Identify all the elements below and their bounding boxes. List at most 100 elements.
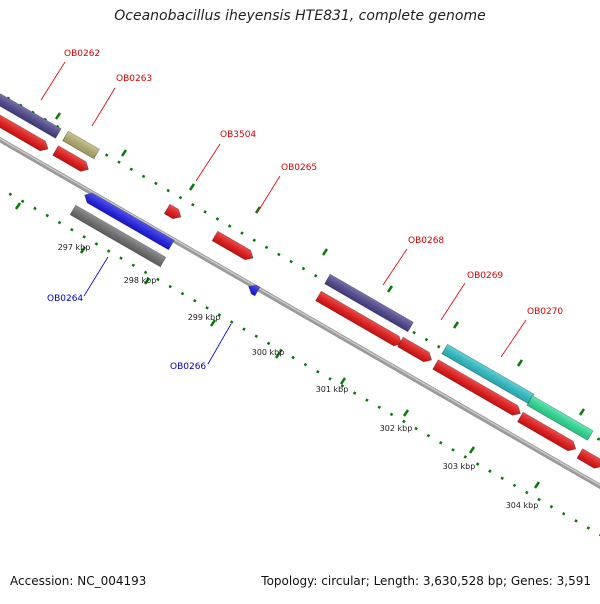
gene-label-leader — [207, 323, 232, 365]
position-tick-label: 303 kbp — [443, 462, 476, 471]
reverse-track-dot — [205, 306, 209, 310]
gene-ob0271 — [516, 411, 577, 452]
cog-bar-ob0264 — [69, 204, 167, 268]
gene-label[interactable]: OB0262 — [64, 49, 100, 59]
gene-ob0263 — [52, 145, 89, 172]
topology-label: Topology: — [261, 574, 318, 588]
reverse-track-dot — [488, 469, 492, 473]
forward-track-dot — [203, 210, 207, 214]
forward-track-dot — [178, 195, 183, 200]
gene-label-leader — [83, 256, 109, 297]
cog-bar-ob0263 — [62, 130, 100, 160]
reverse-track-dot — [463, 455, 468, 459]
gene-label[interactable]: OB0269 — [467, 271, 503, 281]
position-tick-label: 298 kbp — [124, 276, 157, 285]
reverse-track-tick — [79, 246, 87, 254]
reverse-track-dot — [242, 327, 246, 331]
reverse-track-dot — [70, 227, 74, 232]
forward-track-dot — [129, 167, 134, 172]
gene-label[interactable]: OB0265 — [281, 163, 317, 173]
genome-summary: Topology: circular; Length: 3,630,528 bp… — [261, 574, 591, 588]
position-tick-label: 297 kbp — [58, 243, 91, 252]
reverse-track-dot — [217, 313, 222, 317]
gene-label[interactable]: OB0266 — [170, 362, 206, 372]
reverse-track-dot — [352, 391, 357, 395]
forward-track-dot — [412, 330, 416, 335]
gene-label[interactable]: OB0270 — [527, 307, 563, 317]
reverse-track-dot — [561, 511, 566, 516]
reverse-track-dot — [229, 320, 234, 324]
reverse-track-tick — [274, 351, 282, 359]
gene-ob3504 — [163, 203, 182, 220]
cog-bar-ob0262 — [0, 93, 62, 139]
forward-track-dot — [191, 202, 195, 207]
reverse-track-dot — [20, 199, 25, 204]
reverse-track-dot — [82, 235, 86, 239]
reverse-track-dot — [315, 369, 320, 374]
reverse-track-dot — [512, 483, 517, 488]
gene-labels: OB0262 OB0263 OB3504 OB0265 OB0268 OB0269 OB02… — [40, 49, 563, 372]
reverse-track-dot — [8, 192, 13, 197]
gene-label[interactable]: OB0264 — [47, 294, 83, 304]
forward-track-dot — [166, 188, 170, 193]
position-tick-label: 301 kbp — [316, 385, 349, 394]
gene-ob0272 — [576, 448, 600, 469]
gene-ob0264 — [84, 192, 175, 251]
cog-bar-ob0268 — [324, 273, 414, 333]
reverse-track-dot — [33, 206, 37, 211]
gene-label[interactable]: OB3504 — [220, 130, 256, 140]
gene-label[interactable]: OB0268 — [408, 236, 444, 246]
gene-label-leader — [40, 61, 66, 101]
forward-track-dot — [117, 160, 121, 164]
reverse-track-dot — [365, 398, 369, 402]
position-tick-label: 299 kbp — [188, 313, 221, 322]
reverse-track-dot — [328, 377, 332, 381]
forward-track-dot — [252, 238, 257, 243]
forward-track-dot — [264, 245, 269, 250]
forward-track-dot — [141, 174, 146, 179]
forward-track-dot — [227, 224, 232, 228]
gene-label[interactable]: OB0263 — [116, 74, 152, 84]
reverse-track-dot — [180, 291, 185, 296]
position-tick-label: 300 kbp — [252, 348, 285, 357]
gene-features — [0, 93, 600, 469]
reverse-track-dot — [426, 433, 431, 438]
forward-track-tick — [452, 321, 460, 329]
backbone-layer — [0, 136, 600, 490]
topology-value: circular — [321, 574, 366, 588]
accession-label: Accession: — [10, 574, 74, 588]
cog-bar-ob0271 — [526, 395, 594, 441]
reverse-track-dot — [131, 263, 136, 268]
forward-track-dot — [436, 344, 441, 349]
reverse-track-dot — [537, 497, 541, 502]
forward-track-dot — [301, 266, 306, 271]
reverse-track-tick — [209, 319, 217, 327]
reverse-track-tick — [339, 377, 347, 385]
reverse-track-dot — [156, 277, 160, 282]
gene-ob0265 — [211, 230, 254, 261]
reverse-track-dot — [168, 284, 172, 289]
forward-track-dot — [215, 217, 220, 221]
reverse-track-dot — [451, 448, 455, 452]
gene-ob0262 — [0, 113, 49, 152]
genes-value: 3,591 — [556, 574, 591, 588]
genome-backbone — [0, 136, 600, 490]
reverse-track-dot — [549, 504, 554, 509]
forward-track-dot — [154, 181, 158, 186]
forward-track-dot — [277, 252, 281, 257]
gene-ob0270 — [432, 359, 521, 416]
reverse-track-dot — [143, 270, 148, 275]
gene-label-leader — [382, 248, 408, 286]
position-tick-label: 304 kbp — [506, 501, 539, 510]
forward-track-tick — [578, 408, 586, 416]
reverse-track-dot — [389, 412, 394, 417]
position-ticks: 297 kbp 298 kbp 299 kbp 300 kbp 301 kbp 302 k… — [58, 243, 539, 510]
reverse-track-dot — [525, 490, 529, 495]
length-value: 3,630,528 bp — [422, 574, 503, 588]
gene-label-leader — [91, 87, 116, 127]
reverse-track-dot — [254, 334, 259, 339]
reverse-track-dot — [402, 419, 406, 424]
gene-ob0269 — [397, 336, 433, 363]
reverse-track-dot — [193, 298, 197, 303]
